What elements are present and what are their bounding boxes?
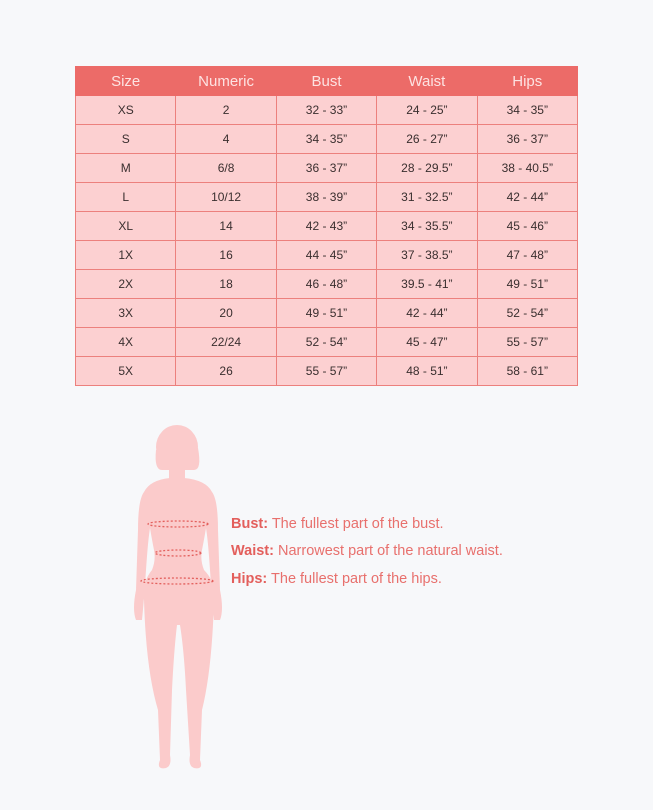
table-cell: 24 - 25” [376, 95, 478, 125]
legend-desc: The fullest part of the bust. [268, 516, 444, 532]
table-cell: 45 - 46” [476, 211, 579, 241]
legend-waist: Waist: Narrowest part of the natural wai… [231, 543, 503, 559]
table-row: M 6/8 36 - 37” 28 - 29.5” 38 - 40.5” [74, 153, 579, 183]
table-cell: 10/12 [175, 182, 277, 212]
table-row: XL 14 42 - 43” 34 - 35.5” 45 - 46” [74, 211, 579, 241]
table-cell: XL [74, 211, 177, 241]
table-cell: 2X [74, 269, 177, 299]
table-cell: 3X [74, 298, 177, 328]
body-silhouette [134, 425, 222, 769]
table-cell: S [74, 124, 177, 154]
column-header: Size [74, 66, 177, 96]
table-row: XS 2 32 - 33” 24 - 25” 34 - 35” [74, 95, 579, 125]
table-cell: 47 - 48” [476, 240, 579, 270]
table-cell: 42 - 44” [376, 298, 478, 328]
table-cell: 14 [175, 211, 277, 241]
table-cell: 55 - 57” [476, 327, 579, 357]
table-cell: 34 - 35.5” [376, 211, 478, 241]
legend-hips: Hips: The fullest part of the hips. [231, 571, 442, 587]
table-row: S 4 34 - 35” 26 - 27” 36 - 37” [74, 124, 579, 154]
table-cell: 38 - 39” [275, 182, 378, 212]
table-cell: 18 [175, 269, 277, 299]
table-row: 3X 20 49 - 51” 42 - 44” 52 - 54” [74, 298, 579, 328]
table-cell: 42 - 43” [275, 211, 378, 241]
table-cell: 20 [175, 298, 277, 328]
table-cell: 2 [175, 95, 277, 125]
legend-bust: Bust: The fullest part of the bust. [231, 516, 444, 532]
table-row: 1X 16 44 - 45” 37 - 38.5” 47 - 48” [74, 240, 579, 270]
table-cell: 26 - 27” [376, 124, 478, 154]
table-cell: L [74, 182, 177, 212]
table-cell: 5X [74, 356, 177, 386]
table-cell: 45 - 47” [376, 327, 478, 357]
table-cell: 31 - 32.5” [376, 182, 478, 212]
table-cell: 6/8 [175, 153, 277, 183]
table-cell: 55 - 57” [275, 356, 378, 386]
table-cell: M [74, 153, 177, 183]
table-cell: 26 [175, 356, 277, 386]
legend-term: Bust: [231, 516, 269, 532]
legend-term: Waist: [231, 543, 274, 559]
legend-desc: Narrowest part of the natural waist. [273, 543, 503, 559]
table-cell: 58 - 61” [476, 356, 579, 386]
size-chart-table: Size Numeric Bust Waist Hips XS 2 32 - 33” 24 -… [74, 66, 579, 386]
table-cell: 39.5 - 41” [376, 269, 478, 299]
waist-measure-line [154, 549, 202, 557]
table-cell: 34 - 35” [476, 95, 579, 125]
table-cell: 49 - 51” [275, 298, 378, 328]
table-cell: 48 - 51” [376, 356, 478, 386]
legend-desc: The fullest part of the hips. [267, 571, 442, 587]
table-row: 5X 26 55 - 57” 48 - 51” 58 - 61” [74, 356, 579, 386]
table-row: 4X 22/24 52 - 54” 45 - 47” 55 - 57” [74, 327, 579, 357]
table-row: L 10/12 38 - 39” 31 - 32.5” 42 - 44” [74, 182, 579, 212]
bust-measure-line [147, 520, 209, 528]
table-cell: 36 - 37” [275, 153, 378, 183]
table-cell: 34 - 35” [275, 124, 378, 154]
column-header: Numeric [175, 66, 277, 96]
table-cell: 37 - 38.5” [376, 240, 478, 270]
hips-measure-line [140, 577, 214, 585]
table-cell: 44 - 45” [275, 240, 378, 270]
table-cell: 38 - 40.5” [476, 153, 579, 183]
table-cell: 4X [74, 327, 177, 357]
table-cell: 22/24 [175, 327, 277, 357]
table-cell: 52 - 54” [476, 298, 579, 328]
column-header: Hips [476, 66, 579, 96]
table-cell: 36 - 37” [476, 124, 579, 154]
legend-term: Hips: [231, 571, 268, 587]
table-row: 2X 18 46 - 48” 39.5 - 41” 49 - 51” [74, 269, 579, 299]
table-cell: 1X [74, 240, 177, 270]
table-header-row: Size Numeric Bust Waist Hips [74, 66, 579, 96]
table-cell: 46 - 48” [275, 269, 378, 299]
table-cell: 42 - 44” [476, 182, 579, 212]
column-header: Waist [376, 66, 478, 96]
table-cell: 16 [175, 240, 277, 270]
column-header: Bust [275, 66, 378, 96]
table-cell: 52 - 54” [275, 327, 378, 357]
table-cell: 4 [175, 124, 277, 154]
table-cell: XS [74, 95, 177, 125]
table-cell: 28 - 29.5” [376, 153, 478, 183]
table-cell: 32 - 33” [275, 95, 378, 125]
table-cell: 49 - 51” [476, 269, 579, 299]
